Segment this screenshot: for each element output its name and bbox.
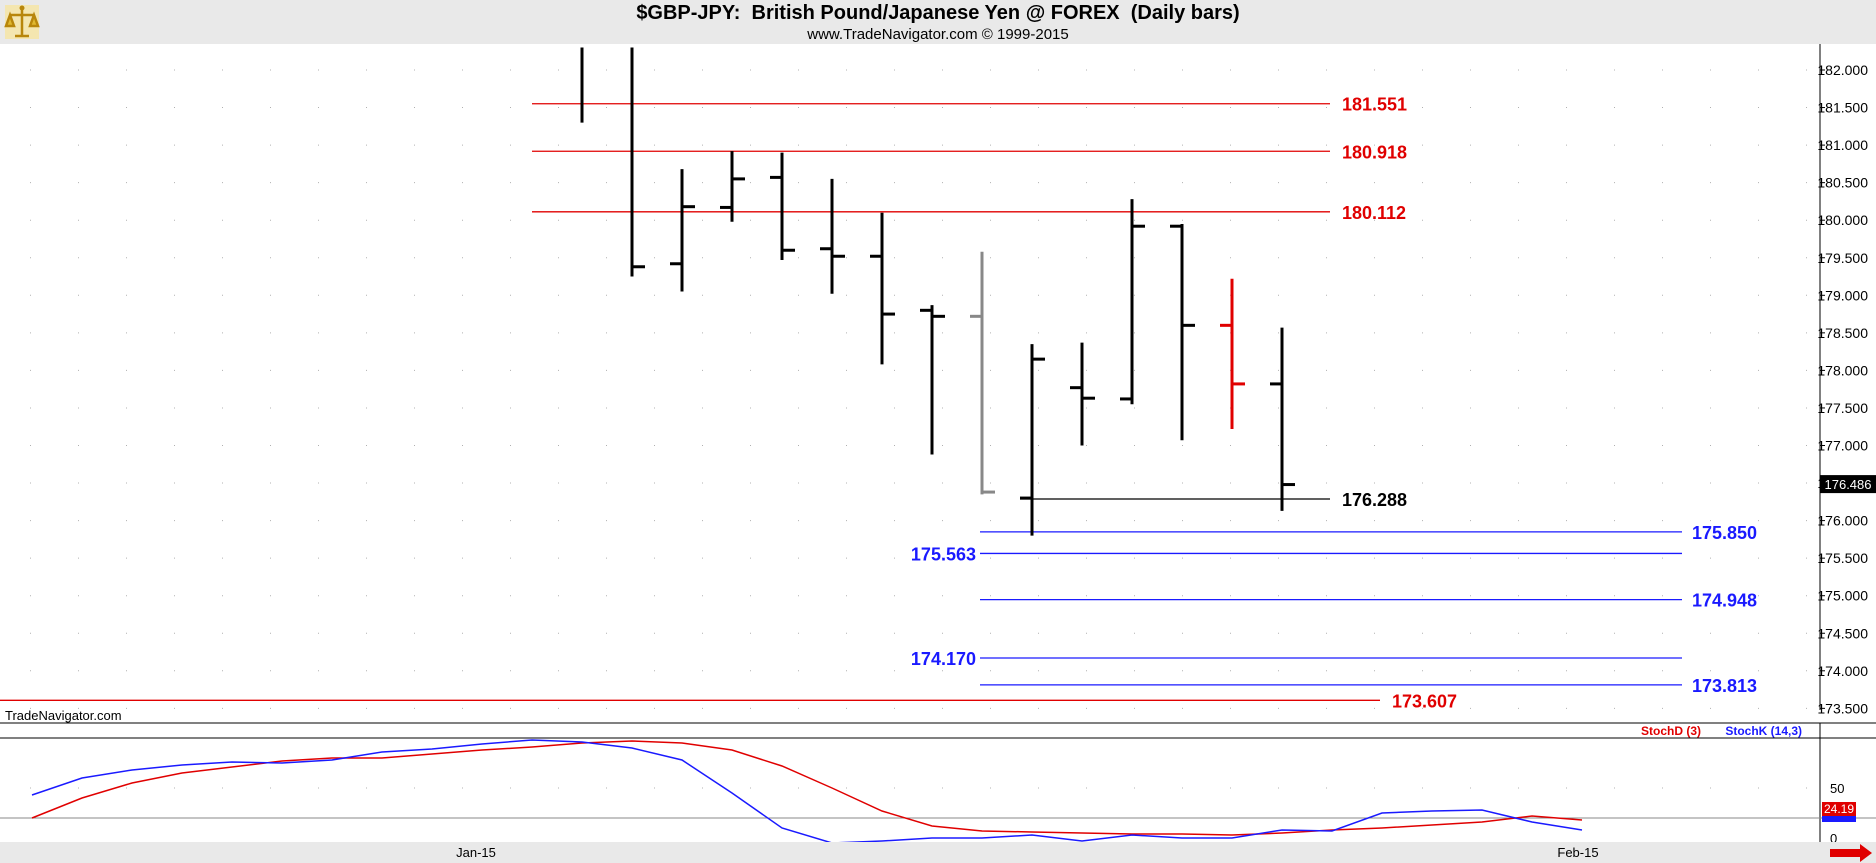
price-tick-label: 180.500: [1817, 175, 1868, 191]
price-tick-label: 174.000: [1817, 663, 1868, 679]
trade-navigator-logo: [4, 5, 40, 39]
price-tick-label: 177.500: [1817, 400, 1868, 416]
date-label-feb: Feb-15: [1557, 845, 1598, 860]
level-label: 181.551: [1342, 95, 1407, 115]
watermark-text: TradeNavigator.com: [5, 708, 122, 723]
chart-title: $GBP-JPY: British Pound/Japanese Yen @ F…: [636, 2, 1240, 24]
level-label: 174.170: [911, 649, 976, 669]
price-tick-label: 179.500: [1817, 250, 1868, 266]
stochd-line: [31, 740, 1583, 836]
price-tick-label: 179.000: [1817, 287, 1868, 303]
stoch-tick-label: 0: [1830, 831, 1837, 846]
chart-subtitle: www.TradeNavigator.com © 1999-2015: [807, 26, 1069, 43]
stochd-value: 24.19: [1824, 802, 1854, 816]
level-label: 175.563: [911, 544, 976, 564]
level-label: 173.813: [1692, 676, 1757, 696]
legend-stochk: StochK (14,3): [1725, 724, 1802, 738]
stochd-value-tag: [1822, 802, 1856, 816]
level-label: 180.918: [1342, 142, 1407, 162]
price-tick-label: 178.000: [1817, 362, 1868, 378]
price-tick-label: 175.000: [1817, 588, 1868, 604]
level-label: 176.288: [1342, 490, 1407, 510]
last-price-tag: [1820, 475, 1876, 494]
price-tick-label: 177.000: [1817, 438, 1868, 454]
level-label: 175.850: [1692, 523, 1757, 543]
scroll-right-arrow-icon[interactable]: [1830, 844, 1872, 862]
price-tick-label: 175.500: [1817, 550, 1868, 566]
price-tick-label: 176.000: [1817, 513, 1868, 529]
level-label: 180.112: [1342, 203, 1406, 223]
price-tick-label: 180.000: [1817, 212, 1868, 228]
stoch-tick-label: 50: [1830, 781, 1844, 796]
price-tick-label: 181.000: [1817, 137, 1868, 153]
stochk-value-tag: [1822, 816, 1856, 822]
price-tick-label: 178.500: [1817, 325, 1868, 341]
level-label: 173.607: [1392, 691, 1457, 711]
price-tick-label: 182.000: [1817, 62, 1868, 78]
date-axis-bar: [0, 842, 1876, 863]
level-label: 174.948: [1692, 591, 1757, 611]
chart-header: $GBP-JPY: British Pound/Japanese Yen @ F…: [0, 0, 1876, 44]
date-label-jan: Jan-15: [456, 845, 496, 860]
last-price-value: 176.486: [1825, 477, 1872, 492]
price-tick-label: 181.500: [1817, 100, 1868, 116]
legend-stochd: StochD (3): [1641, 724, 1701, 738]
price-tick-label: 173.500: [1817, 700, 1868, 716]
price-tick-label: 174.500: [1817, 625, 1868, 641]
stochk-line: [31, 739, 1583, 844]
